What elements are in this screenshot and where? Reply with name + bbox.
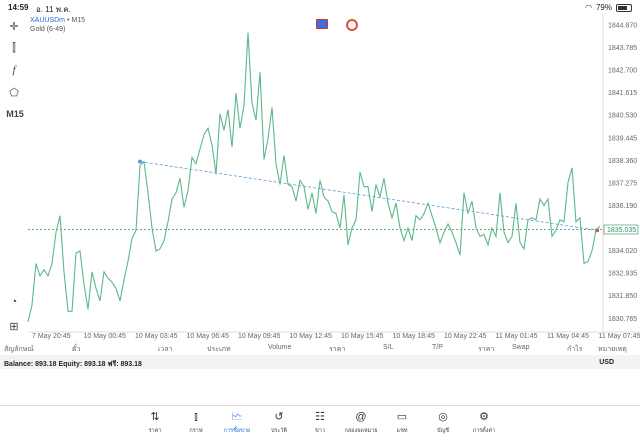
column-header: ประเภท [207, 344, 231, 355]
tab-trade[interactable]: 🗠การซื้อขาย [217, 410, 257, 435]
tab-chart[interactable]: ⫾กราฟ [176, 410, 216, 435]
balance-bar: Balance: 893.18 Equity: 893.18 ฟรี: 893.… [0, 355, 640, 369]
gear-icon: ⚙ [464, 410, 504, 424]
bottom-tab-bar: ⇅ราคา ⫾กราฟ 🗠การซื้อขาย ↺ประวัติ ☷ข่าว @… [0, 405, 640, 448]
time-axis-label: 10 May 12:45 [290, 333, 333, 340]
price-axis-label: 1836.190 [608, 203, 637, 210]
time-axis-label: 10 May 00:45 [84, 333, 127, 340]
price-axis-label: 1830.765 [608, 316, 637, 323]
price-axis-label: 1837.275 [608, 180, 637, 187]
price-axis-label: 1844.870 [608, 23, 637, 30]
account-icon: ◎ [423, 410, 463, 424]
price-axis-label: 1841.615 [608, 90, 637, 97]
time-axis-label: 10 May 15:45 [341, 333, 384, 340]
time-axis-label: 11 May 07:45 [599, 333, 640, 340]
column-header: กำไร [567, 344, 582, 355]
price-axis-label: 1832.935 [608, 271, 637, 278]
price-axis-label: 1834.020 [608, 248, 637, 255]
column-header: ตั๋ว [72, 344, 80, 355]
price-axis-label: 1842.700 [608, 68, 637, 75]
column-header: ราคา [478, 344, 494, 355]
tab-history[interactable]: ↺ประวัติ [259, 410, 299, 435]
price-axis-label: 1840.530 [608, 113, 637, 120]
time-axis-label: 10 May 18:45 [393, 333, 436, 340]
price-axis-label: 1838.360 [608, 158, 637, 165]
column-header: สัญลักษณ์ [4, 344, 34, 355]
column-header: หมายเหตุ [598, 344, 627, 355]
column-header: Volume [268, 344, 291, 351]
time-axis-label: 11 May 01:45 [496, 333, 538, 340]
history-icon: ↺ [259, 410, 299, 424]
column-header: T/P [432, 344, 443, 351]
arrows-icon: ⇅ [135, 410, 175, 424]
current-price-label: 1835.035 [607, 227, 636, 234]
time-axis-label: 10 May 09:45 [238, 333, 281, 340]
price-axis-label: 1843.785 [608, 45, 637, 52]
price-series-line [28, 33, 600, 322]
column-header: ราคา [329, 344, 345, 355]
trade-icon: 🗠 [217, 410, 257, 424]
trend-line-start-handle[interactable] [138, 160, 142, 164]
tab-account[interactable]: ◎บัญชี [423, 410, 463, 435]
tab-settings[interactable]: ⚙การตั้งค่า [464, 410, 504, 435]
tab-chat[interactable]: ▭แชท [382, 410, 422, 435]
price-axis-label: 1839.445 [608, 135, 637, 142]
column-header: เวลา [158, 344, 173, 355]
balance-text: Balance: 893.18 Equity: 893.18 ฟรี: 893.… [4, 359, 142, 370]
time-axis-label: 10 May 06:45 [187, 333, 230, 340]
time-axis: 7 May 20:45 10 May 00:45 10 May 03:45 10 Ma… [32, 333, 640, 340]
tab-quotes[interactable]: ⇅ราคา [135, 410, 175, 435]
column-header: Swap [512, 344, 530, 351]
price-chart[interactable]: 1844.870 1843.785 1842.700 1841.615 1840.530… [0, 0, 640, 340]
time-axis-label: 11 May 04:45 [547, 333, 589, 340]
candles-icon: ⫾ [176, 410, 216, 424]
trade-table-header: สัญลักษณ์ ตั๋ว เวลา ประเภท Volume ราคา S… [0, 342, 640, 354]
chat-icon: ▭ [382, 410, 422, 424]
time-axis-label: 10 May 22:45 [444, 333, 487, 340]
tab-news[interactable]: ☷ข่าว [300, 410, 340, 435]
news-icon: ☷ [300, 410, 340, 424]
tab-mailbox[interactable]: @กล่องจดหมาย [341, 410, 381, 435]
mail-icon: @ [341, 410, 381, 424]
column-header: S/L [383, 344, 394, 351]
time-axis-label: 10 May 03:45 [135, 333, 178, 340]
price-axis-label: 1831.850 [608, 293, 637, 300]
balance-currency: USD [599, 359, 614, 366]
price-axis: 1844.870 1843.785 1842.700 1841.615 1840.530… [608, 23, 637, 323]
time-axis-label: 7 May 20:45 [32, 333, 71, 340]
